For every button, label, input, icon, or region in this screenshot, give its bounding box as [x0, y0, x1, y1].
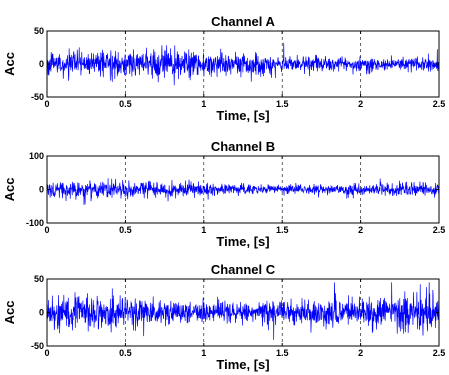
x-tick-label: 1 [201, 225, 206, 235]
x-tick-label: 2.5 [433, 348, 446, 358]
x-tick-label: 0 [44, 348, 49, 358]
x-tick-label: 0 [44, 99, 49, 109]
y-tick-label: -100 [26, 218, 44, 228]
y-tick-label: -50 [31, 341, 44, 351]
x-tick-label: 1 [201, 348, 206, 358]
x-tick-label: 0.5 [119, 225, 132, 235]
x-tick-label: 2.5 [433, 225, 446, 235]
x-tick-label: 0.5 [119, 99, 132, 109]
x-tick-label: 0 [44, 225, 49, 235]
y-tick-label: 50 [34, 274, 44, 284]
y-tick-label: 0 [39, 185, 44, 195]
series-line [46, 42, 440, 86]
x-tick-label: 2 [358, 348, 363, 358]
x-tick-label: 1.5 [276, 99, 289, 109]
x-axis-label: Time, [s] [216, 108, 269, 123]
series-line [46, 282, 440, 340]
x-tick-label: 2.5 [433, 99, 446, 109]
chart-title: Channel C [211, 262, 276, 277]
x-axis-label: Time, [s] [216, 357, 269, 372]
y-tick-label: -50 [31, 92, 44, 102]
y-axis-label: Acc [2, 52, 17, 76]
chart-title: Channel A [211, 14, 275, 29]
y-tick-label: 50 [34, 26, 44, 36]
x-tick-label: 2 [358, 99, 363, 109]
x-tick-label: 1.5 [276, 225, 289, 235]
x-tick-label: 0.5 [119, 348, 132, 358]
x-axis-label: Time, [s] [216, 234, 269, 249]
x-tick-label: 1.5 [276, 348, 289, 358]
x-tick-label: 2 [358, 225, 363, 235]
chart-title: Channel B [211, 139, 275, 154]
series-line [46, 178, 440, 205]
y-axis-label: Acc [2, 178, 17, 202]
x-tick-label: 1 [201, 99, 206, 109]
y-tick-label: 0 [39, 308, 44, 318]
y-tick-label: 0 [39, 59, 44, 69]
y-tick-label: 100 [29, 151, 44, 161]
y-axis-label: Acc [2, 301, 17, 325]
